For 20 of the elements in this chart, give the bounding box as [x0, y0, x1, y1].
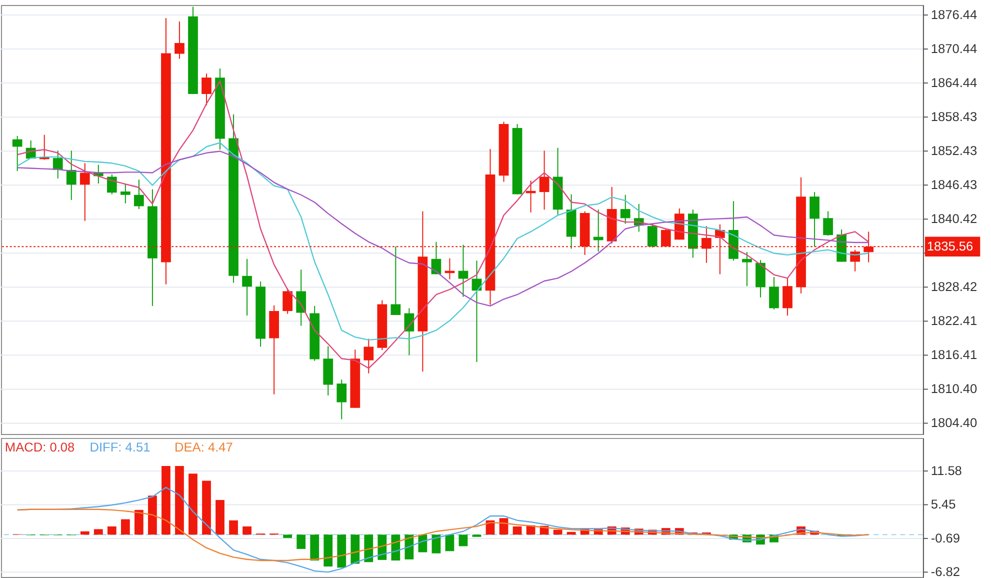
y-tick-label: -0.69	[930, 530, 960, 546]
text: DEA: 4.47	[174, 440, 233, 455]
y-tick-label: 1846.43	[930, 177, 978, 192]
y-tick-label: 11.58	[930, 462, 962, 478]
y-tick-label: -6.82	[930, 564, 960, 578]
y-tick-label: 1810.40	[930, 381, 978, 396]
y-tick-label: 1816.41	[930, 347, 978, 362]
text: DIFF: 4.51	[90, 440, 150, 455]
y-tick-label: 1870.44	[930, 40, 978, 56]
y-tick-label: 1858.43	[930, 109, 978, 124]
y-tick-label: 1828.42	[930, 279, 978, 294]
y-tick-label: 1822.41	[930, 313, 978, 328]
y-tick-label: 1864.44	[930, 74, 978, 90]
ref-line-label: 1835.56	[926, 238, 974, 254]
y-tick-label: 1804.40	[930, 415, 978, 430]
y-tick-label: 1840.42	[930, 211, 978, 226]
y-tick-label: 1852.43	[930, 143, 978, 158]
y-tick-label: 1876.44	[930, 6, 978, 22]
text: MACD: 0.08	[4, 440, 75, 455]
y-tick-label: 5.45	[930, 496, 956, 512]
